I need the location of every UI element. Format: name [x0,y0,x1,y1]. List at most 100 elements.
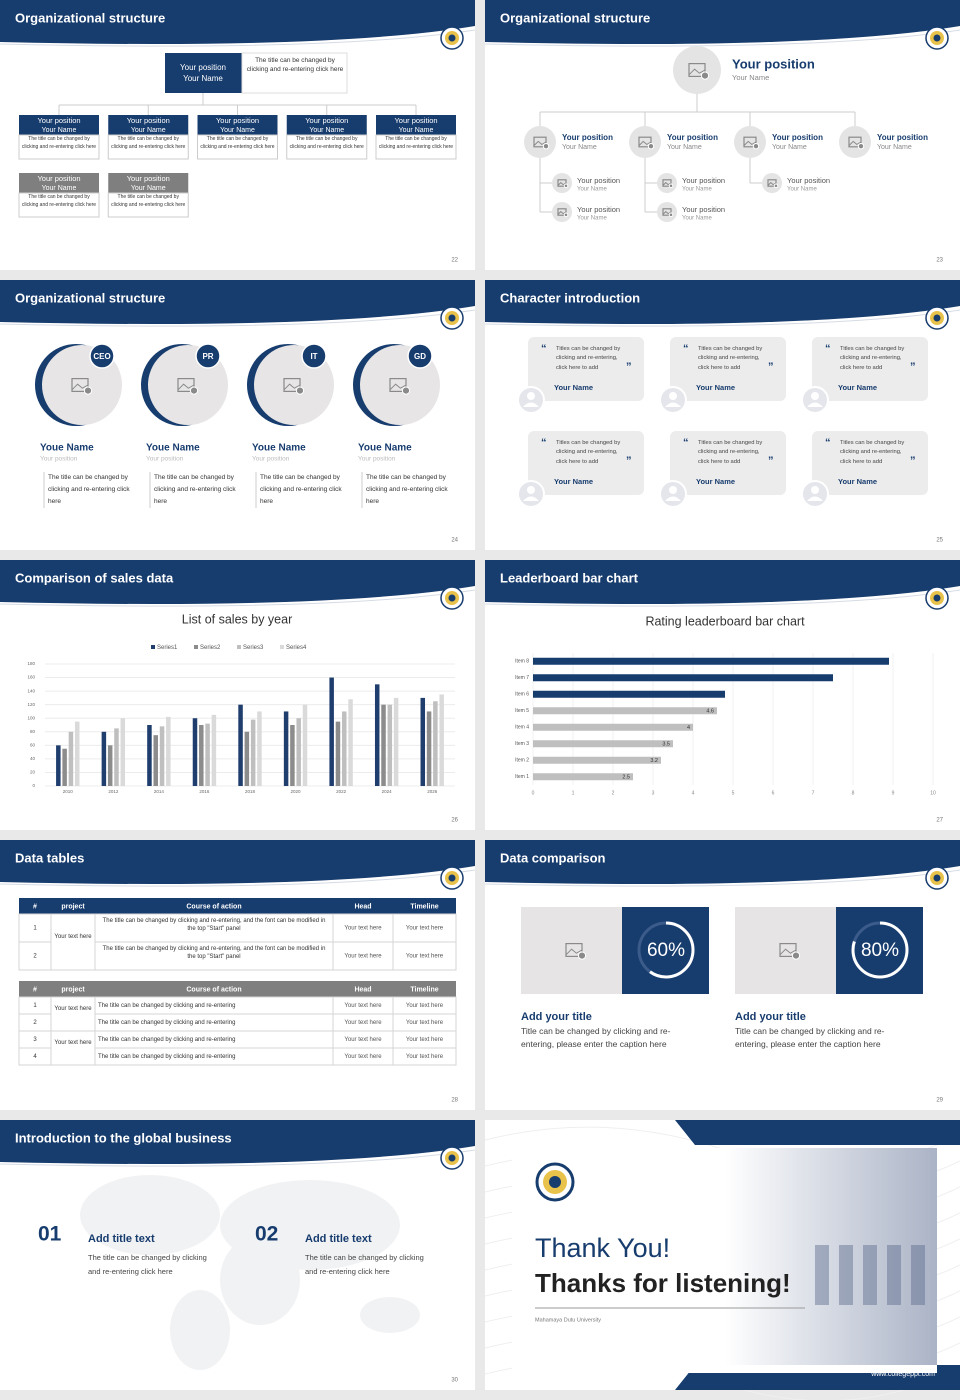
paragraph: The title can be changed by clicking and… [111,136,186,150]
text-block: Your text here [54,1006,91,1012]
text-block: The title can be changed by clicking and… [111,194,185,208]
bar [283,711,289,786]
text-block: The title can be changed by clicking and… [247,57,343,73]
quote-mark: “ [541,343,547,355]
badge-label: GD [414,352,426,361]
bar [62,748,67,786]
paragraph: Titles can be changed by clicking and re… [698,346,763,371]
name: Your Name [682,216,712,222]
text-block: Titles can be changed by clicking and re… [556,440,620,465]
x-tick-label: 4 [692,790,695,796]
person-role: Your position [358,456,396,463]
description-box [18,192,100,218]
text-block: Title can be changed by clicking and re-… [521,1026,670,1049]
slide: Comparison of sales data 26 List of sales … [0,560,476,830]
paragraph: The title can be changed by clicking and… [289,136,364,150]
bar [159,726,165,786]
position: Your position [127,116,170,125]
ring-value [851,921,909,979]
image-icon-mountain [688,68,706,76]
merged-cell [50,913,96,971]
column-header: Timeline [410,903,438,910]
name: Your Name [309,127,344,134]
image-box [735,907,836,994]
position: Your position [37,116,80,125]
x-tick-label: 10 [930,790,936,796]
paragraph: The title can be changed by clicking and… [88,1253,207,1277]
badge [195,343,221,369]
quote-mark: “ [683,437,689,449]
stat-box [836,907,923,994]
text-block: The title can be changed by clicking and… [154,474,236,505]
merged-cell [50,1030,96,1066]
position: Your position [127,174,170,183]
person-name: Your Name [554,477,593,486]
note-box [241,52,348,94]
bar [533,690,725,698]
cell: Your text here [406,1037,444,1043]
x-tick-label: 2016 [199,789,210,794]
bar [533,756,661,764]
logo-core [448,1154,456,1162]
slide-title: Organizational structure [15,10,165,25]
table-header [19,898,456,914]
column-header: Timeline [410,986,438,993]
x-tick-label: 2022 [336,789,347,794]
y-tick-label: Item 3 [515,741,529,747]
quote-mark: “ [541,437,547,449]
person-name: Youe Name [146,443,200,454]
column-header: # [33,986,37,993]
name: Your Name [667,144,702,151]
paragraph: The title can be changed by clicking and… [260,474,342,506]
cell: 1 [33,926,37,932]
image-icon-mountain [177,383,195,391]
y-tick-label: 40 [30,756,36,761]
logo-core [448,34,456,42]
person-name: Your Name [696,477,735,486]
bar [533,674,833,682]
position-header [19,173,99,193]
person-name: Your Name [838,383,877,392]
text-block: The title can be changed by clicking and… [379,136,453,150]
page-number: 22 [451,258,458,264]
image-icon-plus [563,183,569,189]
legend-label: Series4 [286,645,307,651]
text-block: Titles can be changed by clicking and re… [698,440,762,465]
item-title: Add title text [88,1233,155,1245]
header-curve [0,29,476,47]
header-curve [484,29,960,47]
text-block: Titles can be changed by clicking and re… [556,346,620,371]
position: Your position [732,56,815,71]
badge [89,343,115,369]
legend-label: Series2 [200,645,221,651]
position: Your position [577,176,620,185]
avatar-body [523,402,539,407]
bar [114,728,119,786]
logo-core [448,314,456,322]
bar [153,735,158,786]
y-tick-label: Item 1 [515,774,529,780]
bar [348,699,353,786]
text-block: The title can be changed by clicking and… [260,474,342,506]
caption: Mahamaya Dutu University [535,1317,601,1323]
cell: Your text here [344,1037,382,1043]
cell: Your text here [406,1020,444,1026]
position-header [376,115,456,135]
cell: Your text here [344,954,382,960]
person-name: Youe Name [358,443,412,454]
y-tick-label: 0 [32,783,35,788]
bar [68,731,74,786]
bar [56,745,61,786]
y-tick-label: 60 [30,743,36,748]
quote-card [812,337,928,401]
bar [342,711,347,786]
page-number: 25 [936,538,943,544]
slide-title: Introduction to the global business [15,1130,232,1145]
position-box [165,53,242,93]
person-name: Youe Name [40,443,94,454]
y-tick-label: 100 [27,715,35,720]
description-box [286,134,368,160]
y-tick-label: 120 [27,702,35,707]
